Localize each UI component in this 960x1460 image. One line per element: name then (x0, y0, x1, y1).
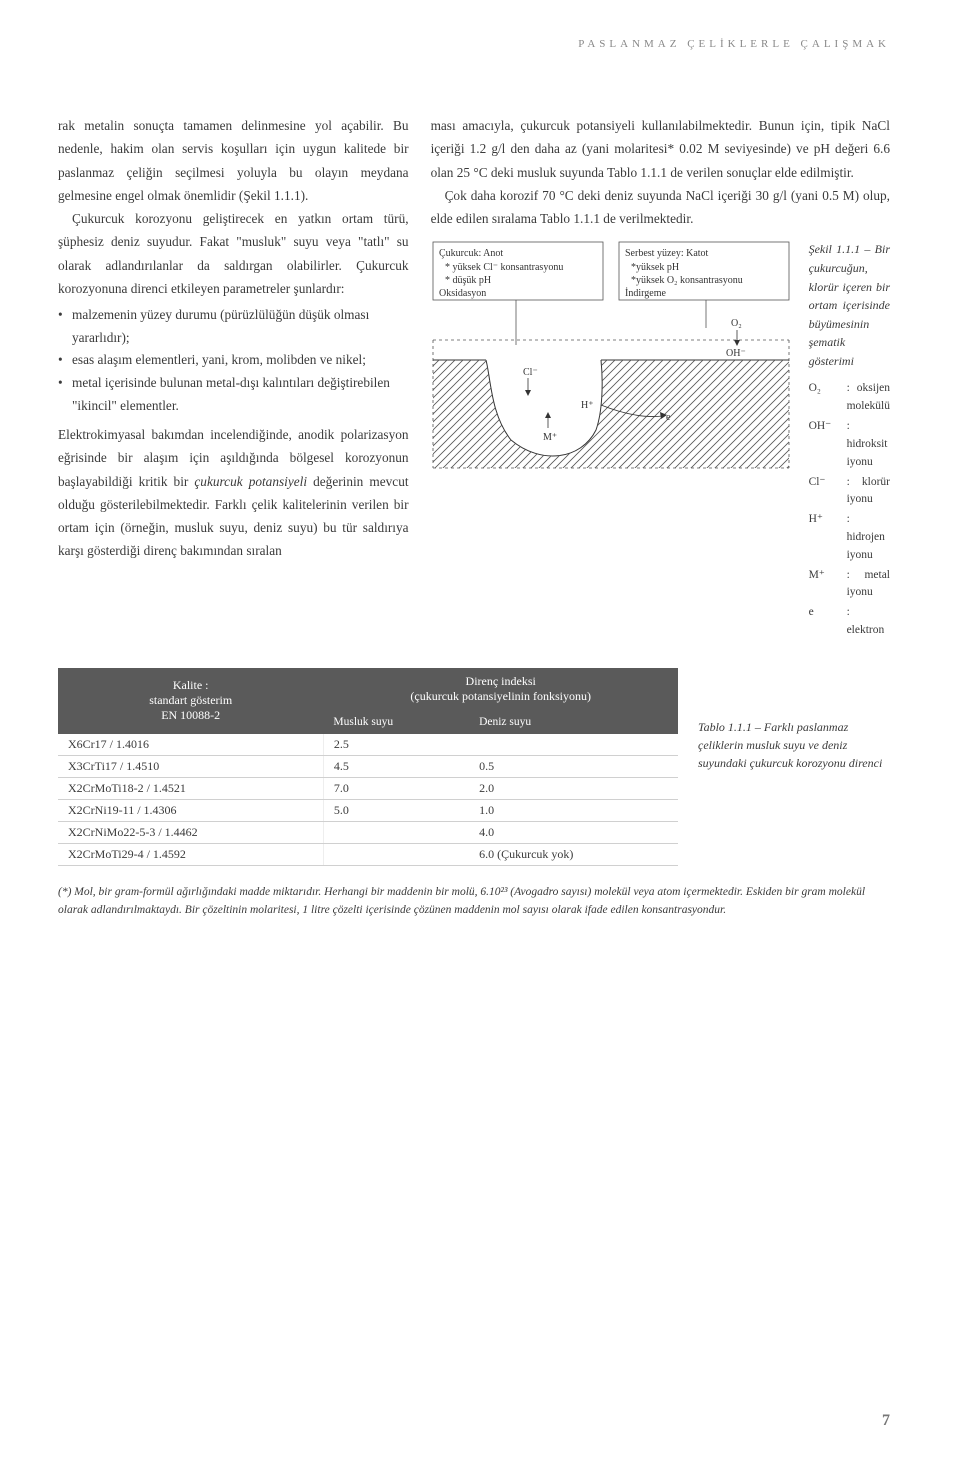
svg-text:İndirgeme: İndirgeme (625, 287, 666, 299)
table-row: X3CrTi17 / 1.45104.50.5 (58, 755, 678, 777)
legend-text: : elektron (847, 604, 890, 640)
svg-text:Cl⁻: Cl⁻ (523, 367, 538, 378)
svg-text:e: e (666, 412, 671, 423)
svg-text:OH⁻: OH⁻ (726, 348, 746, 359)
svg-text:*yüksek O₂ konsantrasyonu: *yüksek O₂ konsantrasyonu (631, 275, 743, 286)
figure-row: Çukurcuk: Anot * yüksek Cl⁻ konsantrasyo… (431, 240, 890, 642)
paragraph: Elektrokimyasal bakımdan incelendiğinde,… (58, 423, 409, 563)
table-row: X2CrNi19-11 / 1.43065.01.0 (58, 799, 678, 821)
italic-term: çukurcuk potansiyeli (194, 474, 307, 489)
footnote: (*) Mol, bir gram-formül ağırlığındaki m… (58, 884, 890, 920)
legend-symbol: Cl⁻ (809, 474, 839, 510)
svg-text:O₂: O₂ (731, 318, 742, 329)
paragraph: Çok daha korozif 70 °C deki deniz suyund… (431, 184, 890, 231)
figure-caption-title: Şekil 1.1.1 – Bir çukurcuğun, klorür içe… (809, 240, 890, 370)
cell-seawater: 2.0 (469, 777, 678, 799)
cell-grade: X2CrNiMo22-5-3 / 1.4462 (58, 821, 323, 843)
running-header: PASLANMAZ ÇELİKLERLE ÇALIŞMAK (58, 38, 890, 50)
legend-item: OH⁻ : hidroksit iyonu (809, 418, 890, 471)
table-row: X2CrMoTi29-4 / 1.4592 6.0 (Çukurcuk yok) (58, 843, 678, 865)
svg-text:M⁺: M⁺ (543, 432, 557, 443)
table-subheader-tap: Musluk suyu (323, 710, 469, 734)
svg-text:Serbest yüzey: Katot: Serbest yüzey: Katot (625, 248, 709, 259)
legend-item: e: elektron (809, 604, 890, 640)
cell-grade: X6Cr17 / 1.4016 (58, 734, 323, 756)
cell-tapwater: 5.0 (323, 799, 469, 821)
legend-text: : klorür iyonu (847, 474, 890, 510)
column-right: ması amacıyla, çukurcuk potansiyeli kull… (431, 114, 890, 642)
bullet-list: malzemenin yüzey durumu (pürüzlülüğün dü… (58, 304, 409, 417)
table-caption: Tablo 1.1.1 – Farklı paslanmaz çelikleri… (698, 668, 890, 772)
legend-symbol: e (809, 604, 839, 640)
table-subheader-sea: Deniz suyu (469, 710, 678, 734)
legend-item: M⁺: metal iyonu (809, 567, 890, 603)
table-header-grade: Kalite : standart gösterim EN 10088-2 (58, 668, 323, 734)
cell-tapwater (323, 821, 469, 843)
column-left: rak metalin sonuçta tamamen delinmesine … (58, 114, 409, 642)
legend-symbol: M⁺ (809, 567, 839, 603)
figure-caption: Şekil 1.1.1 – Bir çukurcuğun, klorür içe… (809, 240, 890, 642)
list-item: malzemenin yüzey durumu (pürüzlülüğün dü… (58, 304, 409, 349)
cell-grade: X2CrMoTi18-2 / 1.4521 (58, 777, 323, 799)
cell-seawater (469, 734, 678, 756)
svg-text:H⁺: H⁺ (581, 400, 594, 411)
legend-symbol: O₂ (809, 380, 839, 416)
cell-tapwater (323, 843, 469, 865)
legend-text: : oksijen molekülü (847, 380, 890, 416)
table-row: X6Cr17 / 1.40162.5 (58, 734, 678, 756)
two-column-body: rak metalin sonuçta tamamen delinmesine … (58, 114, 890, 642)
legend-item: O₂: oksijen molekülü (809, 380, 890, 416)
svg-text:* düşük pH: * düşük pH (445, 275, 491, 286)
table-with-caption: Kalite : standart gösterim EN 10088-2 Di… (58, 668, 890, 866)
cell-seawater: 1.0 (469, 799, 678, 821)
pitting-diagram: Çukurcuk: Anot * yüksek Cl⁻ konsantrasyo… (431, 240, 791, 477)
cell-grade: X3CrTi17 / 1.4510 (58, 755, 323, 777)
legend-item: H⁺: hidrojen iyonu (809, 511, 890, 564)
cell-tapwater: 4.5 (323, 755, 469, 777)
paragraph-text: Çukurcuk korozyonu geliştirecek en yatkı… (58, 211, 409, 296)
paragraph: rak metalin sonuçta tamamen delinmesine … (58, 114, 409, 207)
figure-legend: O₂: oksijen molekülü OH⁻ : hidroksit iyon… (809, 380, 890, 639)
table-row: X2CrMoTi18-2 / 1.45217.02.0 (58, 777, 678, 799)
paragraph-text: Çok daha korozif 70 °C deki deniz suyund… (431, 188, 890, 226)
legend-text: : hidrojen iyonu (847, 511, 890, 564)
list-item: metal içerisinde bulunan metal-dışı kalı… (58, 372, 409, 417)
page-number: 7 (882, 1412, 890, 1430)
cell-seawater: 0.5 (469, 755, 678, 777)
svg-text:Oksidasyon: Oksidasyon (439, 288, 486, 299)
paragraph: ması amacıyla, çukurcuk potansiyeli kull… (431, 114, 890, 184)
svg-text:* yüksek Cl⁻ konsantrasyonu: * yüksek Cl⁻ konsantrasyonu (445, 262, 563, 273)
legend-text: : hidroksit iyonu (847, 418, 890, 471)
svg-text:*yüksek pH: *yüksek pH (631, 262, 679, 273)
legend-item: Cl⁻ : klorür iyonu (809, 474, 890, 510)
legend-symbol: OH⁻ (809, 418, 839, 471)
table-row: X2CrNiMo22-5-3 / 1.4462 4.0 (58, 821, 678, 843)
cell-seawater: 6.0 (Çukurcuk yok) (469, 843, 678, 865)
table-header-index: Direnç indeksi (çukurcuk potansiyelinin … (323, 668, 678, 710)
svg-text:Çukurcuk: Anot: Çukurcuk: Anot (439, 248, 503, 259)
resistance-table: Kalite : standart gösterim EN 10088-2 Di… (58, 668, 678, 866)
list-item: esas alaşım elementleri, yani, krom, mol… (58, 349, 409, 372)
paragraph: Çukurcuk korozyonu geliştirecek en yatkı… (58, 207, 409, 300)
cell-seawater: 4.0 (469, 821, 678, 843)
cell-grade: X2CrNi19-11 / 1.4306 (58, 799, 323, 821)
cell-tapwater: 2.5 (323, 734, 469, 756)
cell-tapwater: 7.0 (323, 777, 469, 799)
legend-symbol: H⁺ (809, 511, 839, 564)
legend-text: : metal iyonu (847, 567, 890, 603)
cell-grade: X2CrMoTi29-4 / 1.4592 (58, 843, 323, 865)
